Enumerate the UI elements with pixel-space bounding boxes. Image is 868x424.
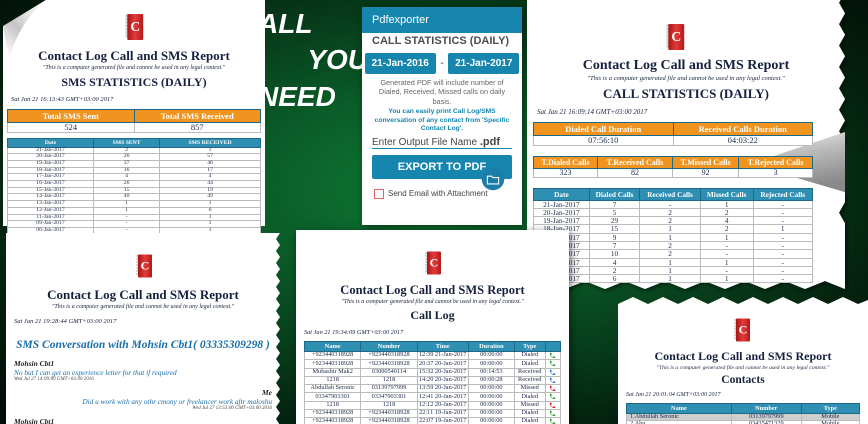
svg-text:C: C: [671, 29, 681, 44]
svg-text:C: C: [141, 259, 150, 273]
svg-text:C: C: [739, 323, 748, 337]
svg-text:C: C: [430, 256, 439, 270]
svg-text:C: C: [130, 19, 140, 34]
